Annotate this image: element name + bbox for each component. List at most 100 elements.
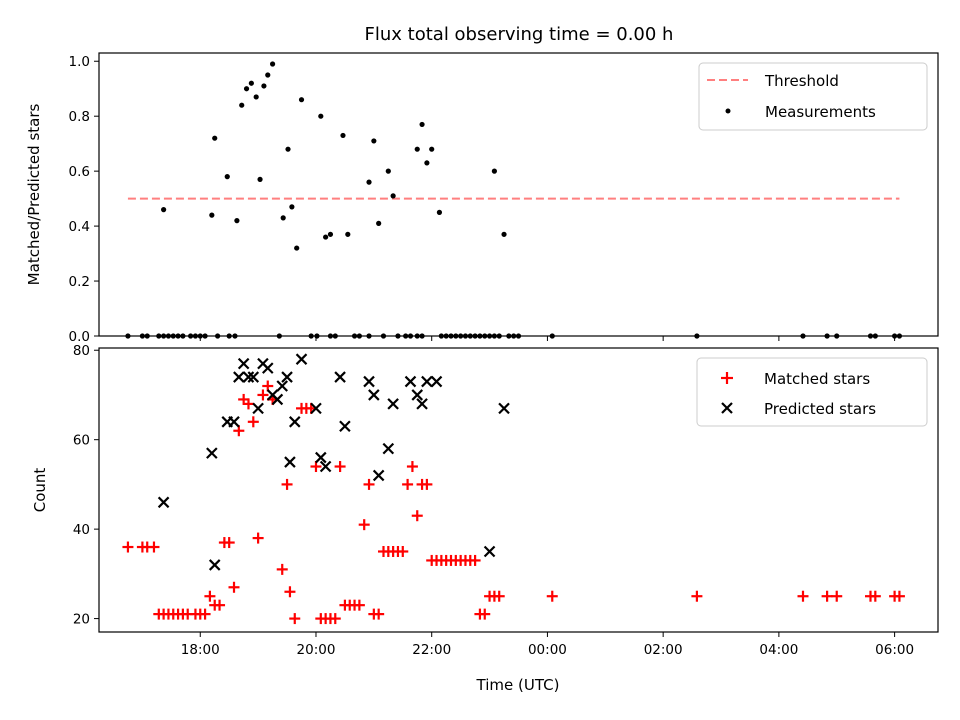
- matched-star-point: [252, 532, 264, 544]
- matched-star-point: [353, 599, 365, 611]
- predicted-star-point: [237, 357, 250, 370]
- matched-star-point: [493, 590, 505, 602]
- measurement-point: [424, 160, 430, 166]
- matched-star-point: [869, 590, 881, 602]
- matched-star-point: [247, 416, 259, 428]
- bottom-y-axis: 20 40 60 80: [73, 343, 99, 628]
- matched-star-point: [479, 608, 491, 620]
- matched-star-point: [199, 608, 211, 620]
- matched-star-point: [421, 478, 433, 490]
- matched-star-point: [821, 590, 833, 602]
- legend-measurements-label: Measurements: [765, 103, 876, 121]
- measurement-point: [323, 234, 329, 240]
- top-y-axis-label: Matched/Predicted stars: [25, 104, 43, 286]
- predicted-star-point: [430, 375, 443, 388]
- legend-threshold-label: Threshold: [764, 72, 839, 90]
- x-tick-label: 18:00: [181, 642, 220, 658]
- x-tick-label: 02:00: [644, 642, 683, 658]
- matched-star-point: [831, 590, 843, 602]
- measurement-point: [371, 138, 377, 144]
- measurement-point: [327, 231, 334, 237]
- matched-star-point: [289, 613, 301, 625]
- predicted-star-point: [334, 371, 346, 383]
- predicted-star-point: [206, 447, 218, 459]
- measurement-point: [243, 86, 250, 92]
- predicted-star-point: [242, 371, 255, 383]
- bottom-legend: Matched stars Predicted stars: [696, 357, 928, 427]
- measurement-point: [257, 176, 263, 182]
- measurement-point: [161, 207, 167, 213]
- predicted-star-point: [372, 469, 385, 482]
- matched-star-point: [284, 586, 296, 598]
- bottom-panel: 20 40 60 80 18:00 20:00 22:00 00:00 02:00 04:00 0…: [31, 343, 939, 694]
- x-tick-label: 20:00: [297, 642, 336, 658]
- top-legend-box: [698, 62, 928, 131]
- predicted-star-point: [276, 380, 289, 392]
- matched-star-point: [334, 461, 346, 473]
- matched-star-point: [406, 461, 418, 473]
- matched-star-point: [310, 461, 322, 473]
- legend-predicted-label: Predicted stars: [764, 400, 876, 418]
- top-panel: 0.0 0.2 0.4 0.6 0.8 1.0 Matched/Predicted sta…: [25, 52, 939, 345]
- predicted-star-point: [271, 393, 284, 406]
- predicted-star-point: [421, 375, 433, 388]
- predicted-star-point: [233, 371, 245, 383]
- top-y-tick-label: 1.0: [69, 54, 90, 70]
- top-y-axis: 0.0 0.2 0.4 0.6 0.8 1.0: [69, 54, 99, 345]
- measurement-point: [212, 135, 218, 141]
- measurement-point: [269, 61, 276, 67]
- bottom-y-axis-label: Count: [31, 468, 49, 513]
- matched-star-point: [233, 425, 245, 437]
- matched-star-point: [223, 537, 235, 549]
- measurement-point: [366, 179, 372, 185]
- measurement-point: [429, 146, 435, 152]
- measurement-point: [253, 94, 259, 100]
- predicted-star-point: [404, 375, 417, 388]
- top-y-tick-label: 0.6: [69, 164, 90, 180]
- predicted-star-point: [483, 545, 496, 558]
- measurement-point: [318, 113, 324, 119]
- measurement-point: [376, 220, 382, 226]
- matched-star-point: [546, 590, 558, 602]
- matched-star-point: [797, 590, 809, 602]
- predicted-star-point: [416, 398, 428, 410]
- matched-star-point: [691, 590, 703, 602]
- predicted-star-point: [247, 371, 260, 383]
- matched-star-point: [373, 608, 385, 620]
- legend-measurements-swatch: [725, 108, 731, 114]
- matched-star-point: [122, 541, 134, 553]
- predicted-stars-points: [157, 353, 510, 571]
- measurement-point: [491, 168, 497, 174]
- measurement-point: [436, 209, 443, 215]
- measurement-point: [285, 146, 291, 152]
- measurement-point: [280, 215, 286, 221]
- measurement-point: [414, 146, 420, 152]
- measurement-point: [385, 168, 391, 174]
- matched-star-point: [257, 389, 269, 401]
- predicted-star-point: [261, 362, 274, 374]
- matched-star-point: [329, 613, 341, 625]
- predicted-star-point: [288, 416, 301, 428]
- measurement-point: [234, 218, 240, 224]
- predicted-star-point: [310, 402, 322, 415]
- top-chart-title: Flux total observing time = 0.00 h: [365, 24, 674, 45]
- matched-star-point: [228, 581, 240, 593]
- predicted-star-point: [498, 402, 510, 415]
- predicted-star-point: [295, 353, 308, 365]
- measurement-point: [294, 245, 300, 251]
- measurement-point: [390, 193, 396, 199]
- measurement-point: [224, 174, 230, 180]
- matched-star-point: [242, 398, 254, 410]
- predicted-star-point: [228, 416, 240, 428]
- legend-matched-label: Matched stars: [764, 370, 870, 388]
- matched-star-point: [893, 590, 905, 602]
- legend-matched-swatch: [721, 372, 733, 384]
- measurement-point: [289, 204, 295, 210]
- measurement-point: [501, 231, 507, 237]
- top-y-tick-label: 0.0: [69, 329, 90, 345]
- matched-star-point: [363, 478, 375, 490]
- x-tick-label: 04:00: [759, 642, 798, 658]
- measurement-point: [209, 212, 215, 218]
- predicted-star-point: [157, 496, 170, 509]
- top-y-tick-label: 0.2: [69, 274, 90, 290]
